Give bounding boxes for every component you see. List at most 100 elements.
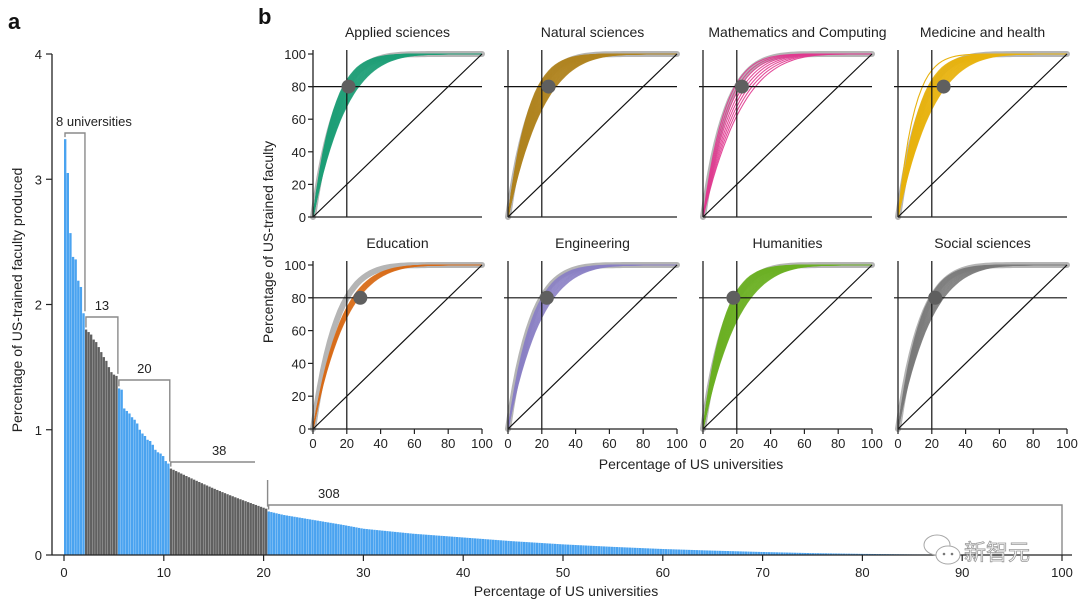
bar	[639, 548, 642, 555]
bar	[461, 537, 464, 555]
bar	[378, 530, 381, 555]
bar	[626, 547, 629, 555]
bar	[422, 534, 425, 555]
panel-b-letter: b	[258, 4, 271, 29]
bar	[654, 548, 657, 555]
bar	[427, 534, 430, 555]
bar	[468, 537, 472, 555]
field-curve	[312, 53, 482, 218]
bar	[677, 549, 681, 555]
bar	[528, 542, 531, 555]
bar	[265, 508, 268, 555]
bar	[499, 540, 503, 555]
x-tick-label: 80	[855, 565, 869, 580]
bar	[244, 501, 247, 555]
equality-line	[897, 53, 1068, 218]
bar	[827, 553, 830, 555]
bar	[659, 548, 662, 555]
bar	[190, 478, 193, 555]
bar	[218, 491, 222, 555]
bar	[355, 527, 358, 555]
y-tick-label: 40	[292, 356, 306, 371]
bar	[357, 527, 361, 555]
field-curve	[507, 53, 677, 218]
bar	[700, 550, 704, 555]
field-curve	[702, 264, 872, 430]
bar	[128, 413, 131, 555]
subplot: Engineering 0 20 40 60 80 100	[504, 235, 688, 451]
bar	[510, 541, 513, 555]
bar	[409, 533, 412, 555]
y-axis-title: Percentage of US-trained faculty	[260, 141, 276, 343]
bar	[110, 372, 113, 555]
bar	[401, 532, 405, 555]
bar	[762, 552, 766, 555]
y-tick-label: 40	[292, 145, 306, 160]
y-tick-label: 3	[35, 172, 42, 187]
threshold-marker	[541, 79, 556, 94]
bar	[368, 529, 371, 555]
bar	[566, 544, 570, 555]
bar	[100, 352, 103, 555]
bar	[471, 538, 474, 555]
x-tick-label: 40	[373, 436, 387, 451]
equality-line	[507, 264, 678, 430]
bar	[69, 233, 72, 556]
bar	[757, 551, 760, 555]
bar	[801, 552, 804, 555]
bar	[620, 547, 624, 555]
bar	[234, 497, 237, 555]
bar	[164, 461, 167, 555]
bar	[210, 487, 214, 555]
bar	[226, 494, 229, 555]
bar	[695, 550, 699, 555]
bar	[156, 452, 160, 555]
bar	[716, 550, 719, 555]
bar	[693, 550, 696, 555]
subplot-title: Education	[366, 235, 428, 251]
x-tick-label: 80	[831, 436, 845, 451]
bar	[522, 541, 526, 555]
bar	[814, 553, 817, 555]
bar	[180, 473, 183, 555]
bar	[651, 548, 655, 555]
bar	[412, 533, 415, 555]
bar	[734, 551, 737, 555]
x-tick-label: 100	[1056, 436, 1078, 451]
bar	[605, 546, 608, 555]
bar	[613, 546, 616, 555]
bar	[396, 532, 399, 555]
bar	[277, 513, 281, 555]
bar	[752, 551, 755, 555]
bar	[102, 357, 105, 555]
bar	[324, 521, 327, 555]
bar	[406, 533, 410, 555]
bar	[489, 539, 492, 555]
bar	[391, 531, 394, 555]
bar	[698, 550, 701, 555]
bar	[548, 543, 552, 555]
bar	[556, 544, 559, 555]
bar	[494, 539, 497, 555]
bar	[169, 468, 173, 555]
bar	[223, 493, 227, 555]
equality-line	[897, 264, 1068, 430]
x-tick-label: 60	[992, 436, 1006, 451]
bar	[259, 506, 263, 555]
bar	[512, 541, 515, 555]
bar	[597, 546, 601, 555]
bar	[517, 541, 521, 555]
bar	[450, 536, 454, 555]
bar	[417, 534, 420, 555]
bar	[295, 517, 299, 555]
bar	[504, 540, 508, 555]
bar	[344, 525, 348, 555]
group-label: 13	[95, 298, 109, 313]
bar	[711, 550, 714, 555]
threshold-marker	[928, 290, 943, 305]
bar	[786, 552, 789, 555]
group-bracket	[64, 132, 86, 312]
bar	[809, 553, 812, 555]
bar	[667, 549, 670, 555]
